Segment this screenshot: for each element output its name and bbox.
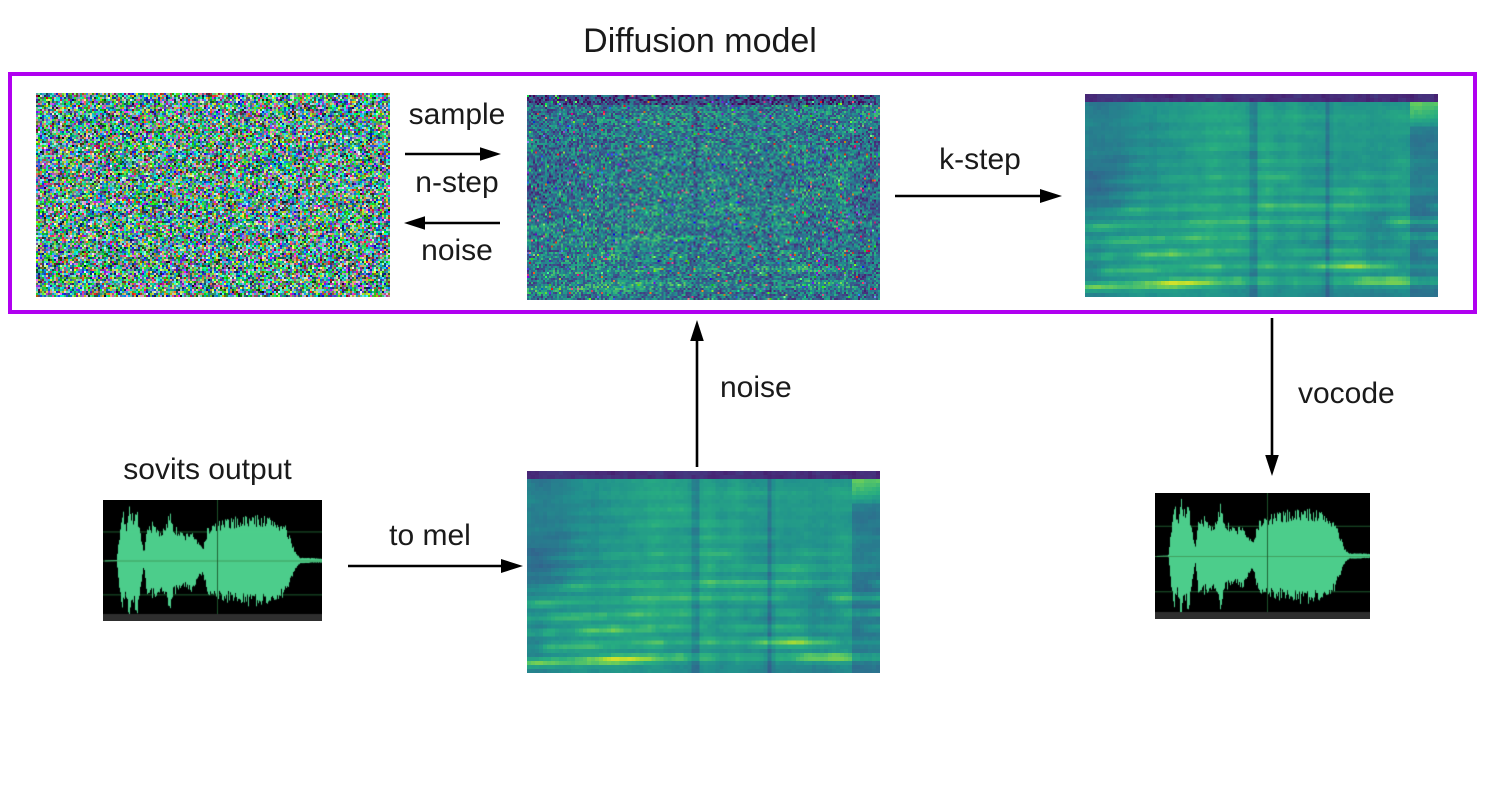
mel-spectrogram-image xyxy=(527,471,880,673)
vocode-label: vocode xyxy=(1298,377,1395,410)
to-mel-label: to mel xyxy=(389,519,471,552)
diagram-title: Diffusion model xyxy=(583,22,817,60)
sovits-output-waveform-image xyxy=(103,500,322,621)
noisy-mel-spectrogram-image xyxy=(527,95,880,300)
gaussian-noise-image xyxy=(36,93,390,297)
to-mel-arrow xyxy=(348,559,523,573)
k-step-label: k-step xyxy=(939,143,1021,176)
noise-reverse-label: noise xyxy=(421,234,493,267)
n-step-label: n-step xyxy=(415,166,499,199)
sovits-output-label: sovits output xyxy=(123,453,292,486)
vocode-arrow xyxy=(1265,318,1279,476)
sample-label: sample xyxy=(408,98,506,131)
vocoded-output-waveform-image xyxy=(1155,493,1370,619)
diffusion-model-box xyxy=(8,72,1477,314)
noise-up-arrow xyxy=(690,320,704,467)
denoised-mel-spectrogram-image xyxy=(1085,94,1438,297)
noise-up-label: noise xyxy=(720,371,792,404)
